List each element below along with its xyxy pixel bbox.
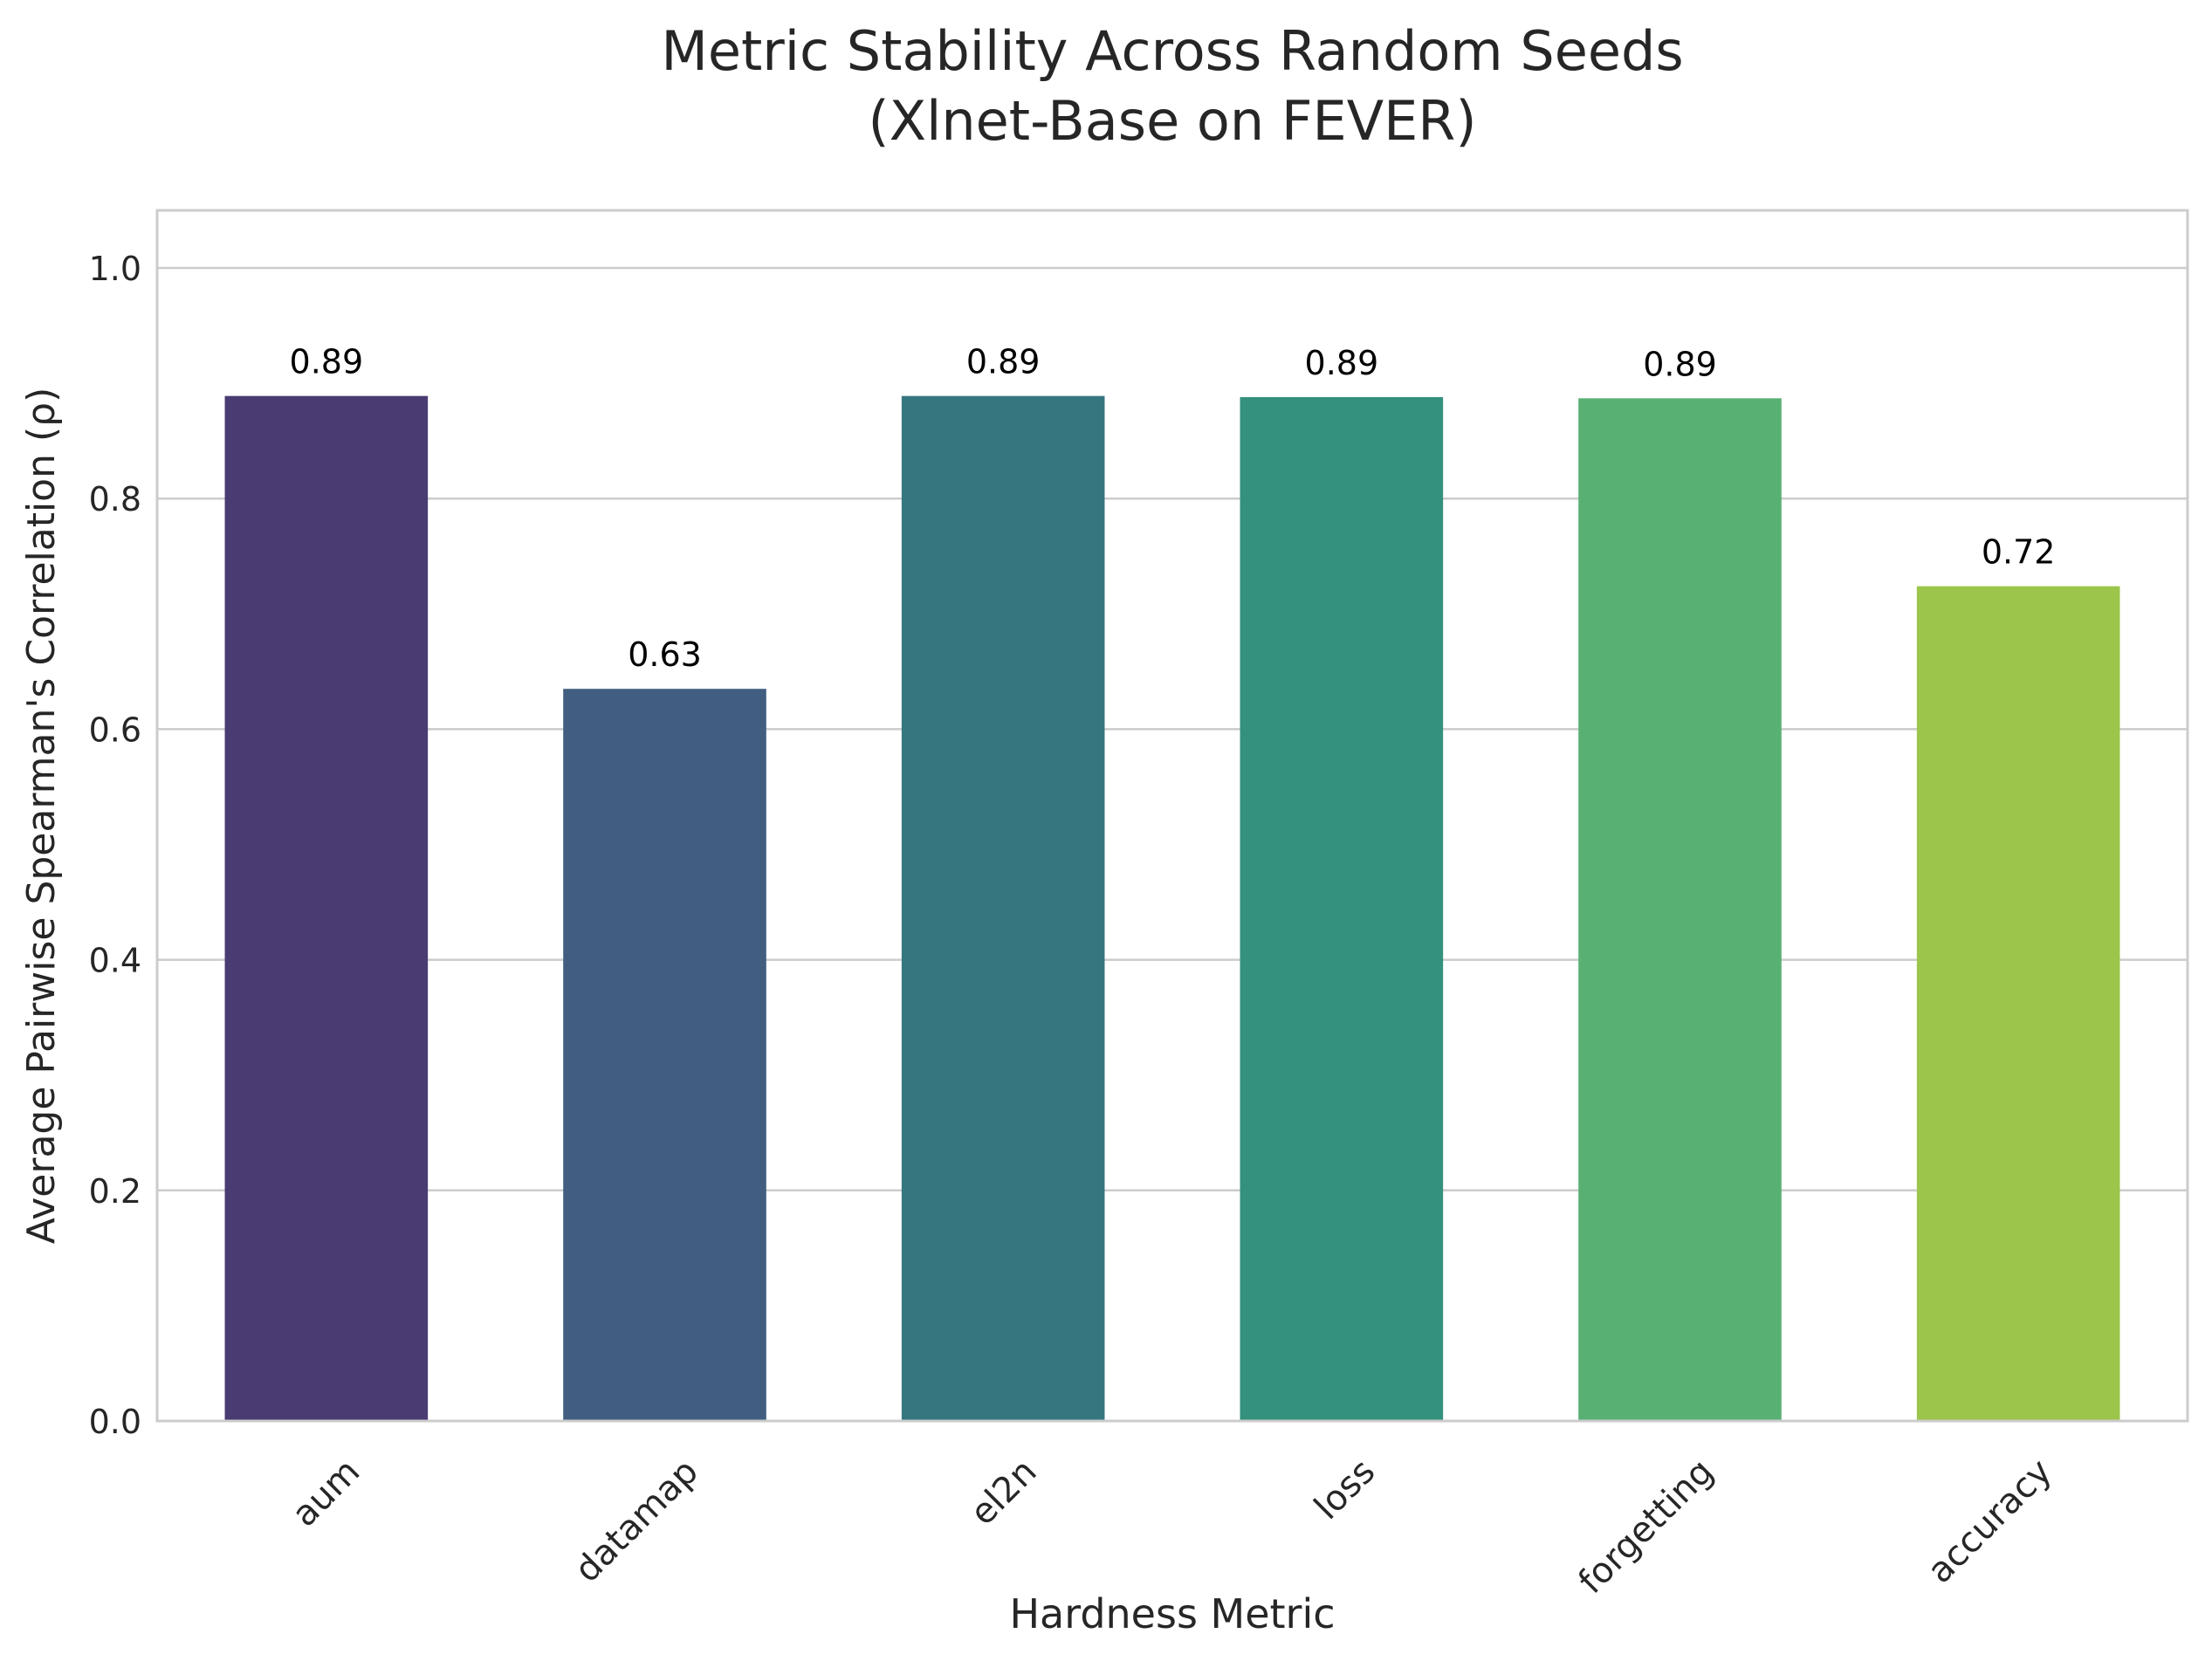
- chart-title-line-1: Metric Stability Across Random Seeds: [661, 19, 1684, 83]
- x-tick-label: loss: [1307, 1452, 1383, 1527]
- data-label: 0.89: [1643, 345, 1717, 383]
- y-axis-label: Average Pairwise Spearman's Correlation …: [19, 388, 64, 1245]
- bar-loss: [1240, 396, 1444, 1422]
- x-tick-label: el2n: [963, 1452, 1045, 1534]
- x-tick-label: accuracy: [1920, 1452, 2059, 1591]
- y-tick-label: 0.8: [89, 480, 141, 518]
- x-axis-label: Hardness Metric: [1009, 1590, 1336, 1637]
- x-tick-label: aum: [285, 1452, 368, 1534]
- y-tick-label: 0.6: [89, 710, 141, 749]
- data-label: 0.63: [628, 635, 702, 674]
- data-label: 0.89: [290, 343, 364, 381]
- data-label: 0.72: [1982, 533, 2056, 572]
- y-tick-label: 0.4: [89, 942, 141, 980]
- data-label: 0.89: [1305, 344, 1379, 382]
- bar-accuracy: [1916, 586, 2120, 1421]
- chart-title-line-2: (Xlnet-Base on FEVER): [868, 89, 1477, 153]
- bar-el2n: [901, 395, 1105, 1421]
- bar-datamap: [563, 689, 766, 1421]
- plot-frame: [155, 209, 2189, 1423]
- x-tick-label: datamap: [567, 1452, 706, 1590]
- y-tick-label: 1.0: [89, 250, 141, 288]
- data-label: 0.89: [966, 343, 1041, 381]
- y-tick-label: 0.2: [89, 1172, 141, 1211]
- y-tick-label: 0.0: [89, 1403, 141, 1441]
- bar-aum: [224, 395, 429, 1421]
- bar-forgetting: [1578, 398, 1782, 1422]
- x-tick-label: forgetting: [1571, 1452, 1721, 1602]
